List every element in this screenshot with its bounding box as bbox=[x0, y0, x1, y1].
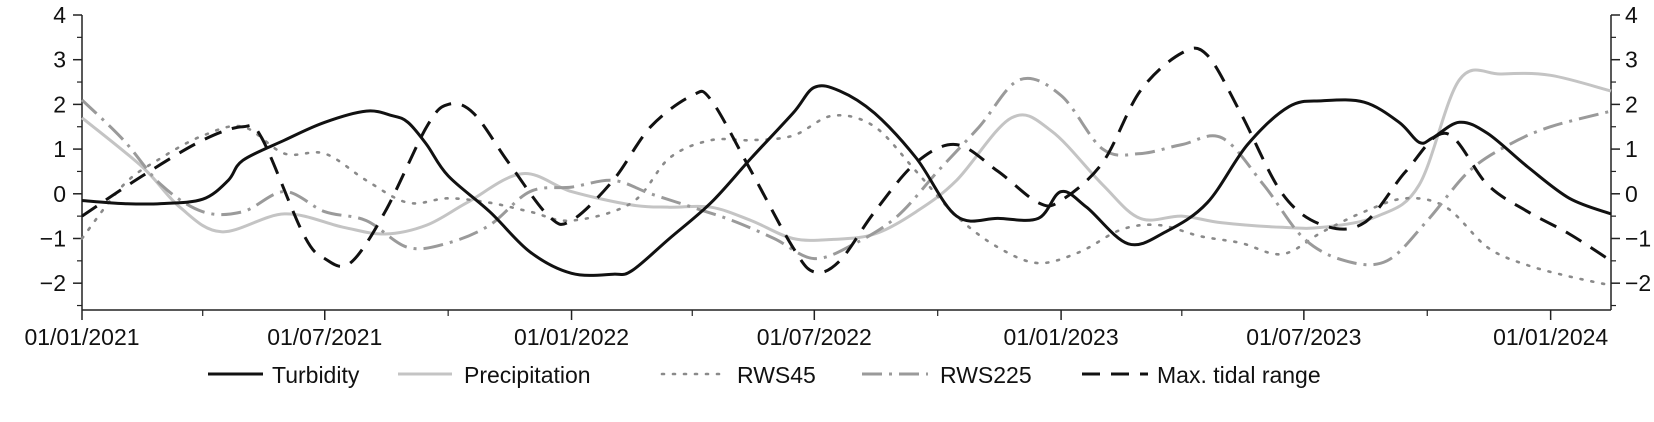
series-line-rws225 bbox=[80, 76, 1612, 267]
x-tick-label: 01/01/2022 bbox=[514, 324, 629, 350]
series-line-rws45 bbox=[80, 113, 1613, 287]
x-tick-label: 01/07/2021 bbox=[267, 324, 382, 350]
legend-label-turbidity: Turbidity bbox=[272, 362, 360, 388]
y-tick-label-right: 4 bbox=[1625, 2, 1638, 28]
y-tick-label-left: −2 bbox=[40, 270, 66, 296]
legend-label-rws45: RWS45 bbox=[737, 362, 816, 388]
x-tick-label: 01/07/2023 bbox=[1246, 324, 1361, 350]
y-tick-label-right: 1 bbox=[1625, 136, 1638, 162]
y-tick-label-left: 2 bbox=[53, 91, 66, 117]
y-tick-label-right: 0 bbox=[1625, 181, 1638, 207]
y-tick-label-left: −1 bbox=[40, 225, 66, 251]
series-line-turbidity bbox=[81, 84, 1612, 277]
x-tick-label: 01/01/2023 bbox=[1004, 324, 1119, 350]
y-tick-label-left: 0 bbox=[53, 181, 66, 207]
series-line-max-tidal-range bbox=[81, 46, 1612, 275]
x-tick-label: 01/07/2022 bbox=[757, 324, 872, 350]
x-tick-label: 01/01/2021 bbox=[24, 324, 139, 350]
y-tick-label-left: 3 bbox=[53, 47, 66, 73]
legend: Turbidity Precipitation RWS45 RWS225 Max. ti… bbox=[208, 362, 1321, 388]
series-line-precipitation bbox=[81, 68, 1612, 242]
y-tick-label-left: 1 bbox=[53, 136, 66, 162]
y-tick-label-left: 4 bbox=[53, 2, 66, 28]
legend-label-rws225: RWS225 bbox=[940, 362, 1032, 388]
y-tick-label-right: −2 bbox=[1625, 270, 1651, 296]
x-tick-label: 01/01/2024 bbox=[1493, 324, 1608, 350]
legend-label-max-tidal-range: Max. tidal range bbox=[1157, 362, 1321, 388]
axes: −2 −2 −1 −1 0 0 1 1 2 2 3 3 4 4 01/01/2021 01/07/2021 01… bbox=[24, 2, 1651, 350]
y-tick-label-right: −1 bbox=[1625, 225, 1651, 251]
legend-label-precipitation: Precipitation bbox=[464, 362, 591, 388]
series-layer bbox=[80, 46, 1613, 287]
y-tick-label-right: 3 bbox=[1625, 47, 1638, 73]
y-tick-label-right: 2 bbox=[1625, 91, 1638, 117]
